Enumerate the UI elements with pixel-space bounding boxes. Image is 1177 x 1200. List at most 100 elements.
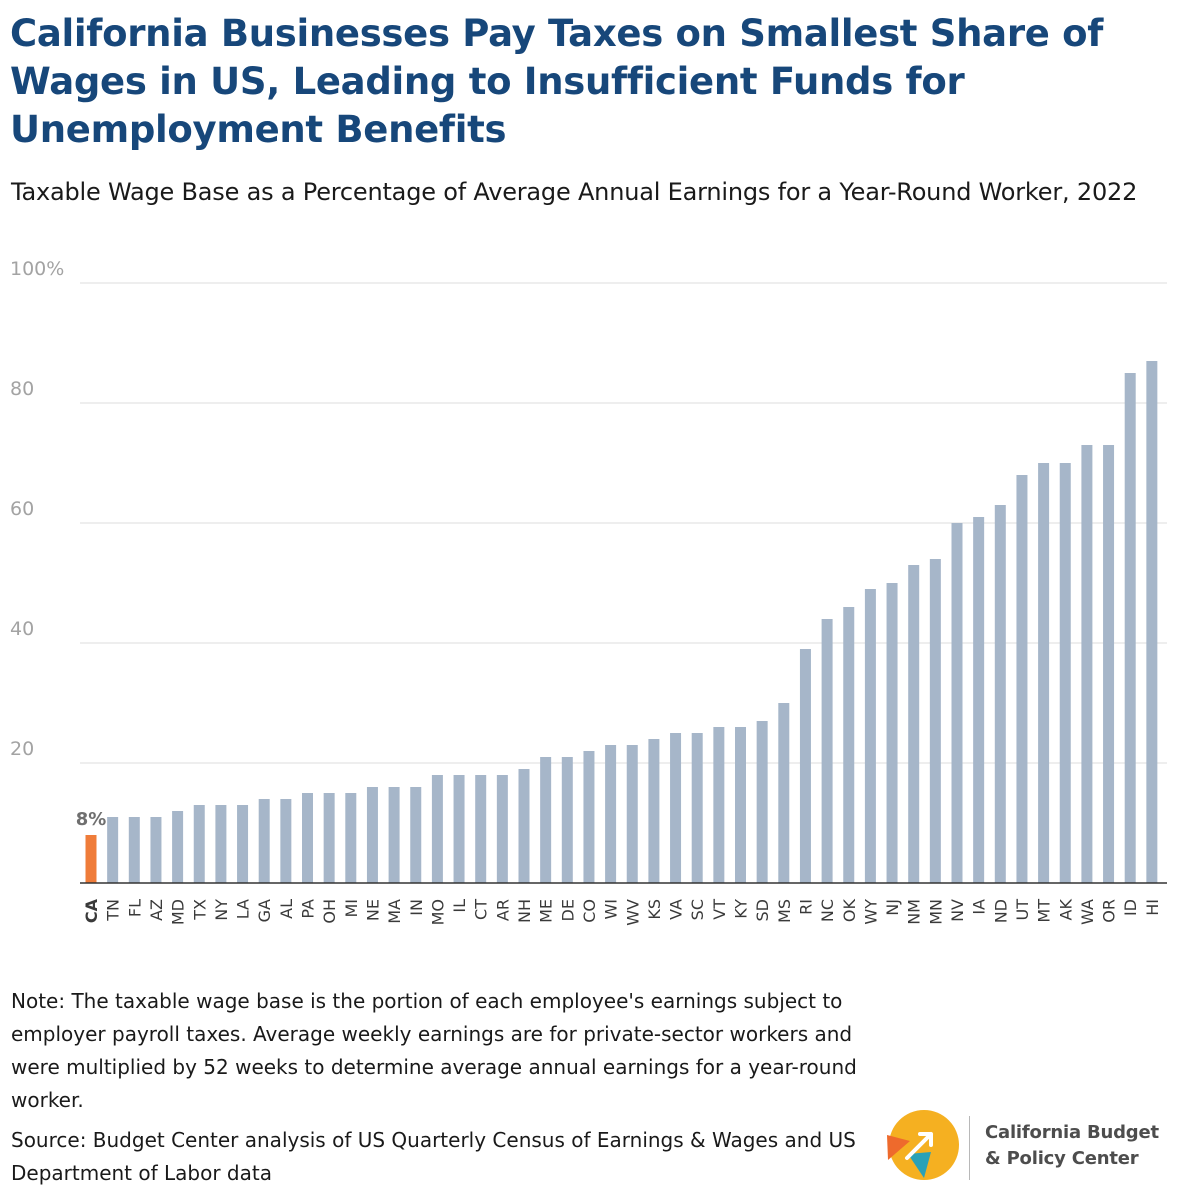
bar-sd [756, 721, 768, 883]
x-tick-label: OH [320, 899, 339, 924]
bar-pa [302, 793, 313, 883]
y-tick-label: 20 [10, 738, 34, 760]
bar-mi [345, 793, 357, 883]
bar-vt [713, 727, 725, 883]
x-tick-label: NY [212, 899, 231, 921]
bar-oh [323, 793, 335, 883]
chart-subtitle: Taxable Wage Base as a Percentage of Ave… [11, 178, 1138, 206]
x-tick-label: TN [104, 899, 123, 922]
bar-ri [799, 649, 811, 883]
data-label-ca: 8% [76, 809, 107, 830]
x-tick-label: AK [1056, 898, 1075, 920]
bar-ma [388, 787, 400, 883]
bar-ne [366, 787, 378, 883]
x-tick-label: MN [926, 899, 945, 925]
bar-co [583, 751, 595, 883]
bar-md [172, 811, 184, 883]
x-tick-label: WY [861, 899, 880, 925]
logo-divider [969, 1116, 970, 1180]
bar-az [150, 817, 162, 883]
chart-note: Note: The taxable wage base is the porti… [11, 989, 857, 1112]
x-tick-label: IN [407, 899, 426, 916]
bar-tn [107, 817, 119, 883]
bar-wv [626, 745, 638, 883]
x-tick-label: NV [948, 899, 967, 922]
bar-ak [1059, 463, 1071, 883]
bar-ny [215, 805, 227, 883]
bar-ut [1016, 475, 1028, 883]
x-tick-label: WI [602, 899, 621, 920]
x-tick-label: MO [428, 899, 447, 925]
y-tick-label: 100% [10, 260, 64, 280]
x-tick-label: CO [580, 899, 599, 923]
y-axis-ticks: 100% 80 60 40 20 [10, 260, 64, 760]
x-tick-label: TX [190, 899, 209, 921]
bar-ms [778, 703, 790, 883]
bar-nh [518, 769, 530, 883]
bar-fl [128, 817, 140, 883]
x-axis-labels: CA TN FL AZ MD TX NY LA GA AL PA OH MI NE MA IN MO IL CT AR… [82, 898, 1162, 925]
bar-nd [994, 505, 1006, 883]
x-tick-label: SD [753, 899, 772, 921]
x-tick-label: SC [688, 899, 707, 920]
chart-title: California Businesses Pay Taxes on Small… [10, 12, 1104, 151]
bar-tx [193, 805, 205, 883]
x-tick-label: UT [1013, 899, 1032, 921]
bar-sc [691, 733, 703, 883]
bar-ok [843, 607, 855, 883]
x-tick-label: ID [1121, 899, 1140, 916]
bar-ca [85, 835, 97, 883]
x-tick-label: AR [493, 899, 512, 921]
bar-mt [1038, 463, 1050, 883]
x-tick-label: PA [299, 899, 318, 919]
y-tick-label: 60 [10, 498, 34, 520]
bar-wi [605, 745, 617, 883]
bar-mn [929, 559, 941, 883]
bar-ia [973, 517, 985, 883]
bar-de [561, 757, 573, 883]
x-tick-label: MI [342, 899, 361, 918]
bar-va [670, 733, 682, 883]
x-tick-label: NC [818, 899, 837, 922]
x-tick-label: OK [840, 899, 859, 923]
y-tick-label: 40 [10, 618, 34, 640]
bar-wa [1081, 445, 1093, 883]
bar-ga [258, 799, 270, 883]
bar-wy [864, 589, 876, 883]
x-tick-label: GA [255, 899, 274, 922]
bar-nj [886, 583, 898, 883]
x-tick-label: NM [905, 899, 924, 925]
bar-ky [735, 727, 746, 883]
bar-mo [431, 775, 443, 883]
x-tick-label: IL [450, 899, 469, 913]
x-tick-label: RI [796, 899, 815, 915]
bar-nc [821, 619, 833, 883]
bar-nm [908, 565, 920, 883]
x-tick-label: OR [1100, 899, 1119, 923]
x-tick-label: NJ [883, 899, 902, 916]
x-tick-label: LA [234, 899, 253, 919]
bar-la [237, 805, 249, 883]
logo-line-1: California Budget [985, 1122, 1159, 1143]
bar-ks [648, 739, 660, 883]
y-tick-label: 80 [10, 378, 34, 400]
bar-al [280, 799, 292, 883]
x-tick-label: NE [363, 899, 382, 921]
bar-nv [951, 523, 963, 883]
bar-or [1103, 445, 1115, 883]
logo-icon [887, 1110, 959, 1180]
bar-chart: 100% 80 60 40 20 CA TN FL AZ MD TX NY LA GA AL PA OH MI N… [10, 260, 1167, 926]
x-tick-label: DE [558, 899, 577, 921]
logo: California Budget & Policy Center [884, 1108, 1174, 1188]
bars [85, 361, 1158, 883]
x-tick-label: KY [732, 899, 751, 919]
x-tick-label: CT [472, 899, 491, 920]
x-tick-label: AZ [147, 899, 166, 921]
annotations: 8% [76, 809, 107, 830]
bar-ar [496, 775, 508, 883]
x-tick-label: AL [277, 899, 296, 919]
x-tick-label: KS [645, 899, 664, 920]
x-tick-label: ND [991, 899, 1010, 923]
bar-ct [475, 775, 487, 883]
x-tick-label: MT [1035, 899, 1054, 923]
